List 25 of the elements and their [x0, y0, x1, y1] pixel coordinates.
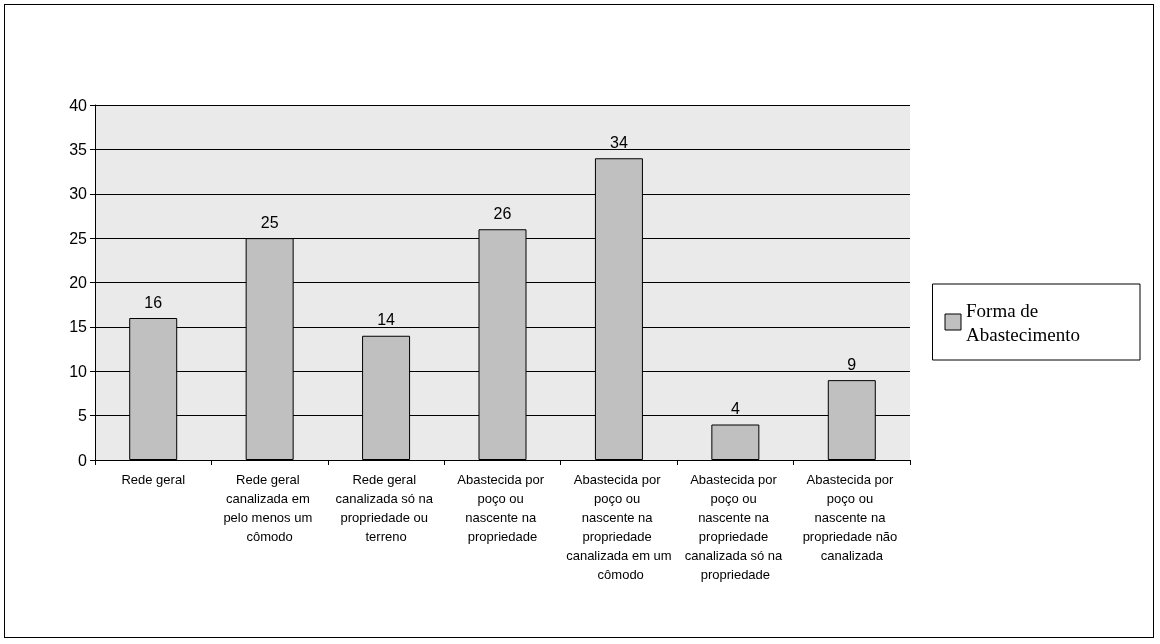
y-tick-label: 0 — [78, 451, 88, 469]
y-tick-label: 5 — [78, 407, 88, 425]
x-tick-label: Rede geral — [121, 472, 186, 487]
x-tick-label: Abastecida por poço ou nascente na propriedade não canalizada — [802, 472, 901, 563]
y-tick-label: 35 — [69, 140, 88, 158]
x-tick-label: Rede geral canalizada em pelo menos um cômodo — [223, 472, 316, 544]
bar — [711, 424, 760, 460]
data-label: 26 — [493, 204, 512, 222]
y-tick-label: 30 — [69, 185, 88, 203]
data-label: 34 — [610, 133, 628, 151]
y-tick-label: 25 — [69, 229, 88, 247]
data-label: 4 — [730, 400, 740, 417]
x-tick-label: Rede geral canalizada só na propriedade ou terreno — [335, 472, 437, 544]
y-tick-label: 20 — [69, 274, 88, 291]
x-tick-label: Abastecida por poço ou nascente na propriedade canalizada só na propriedade — [684, 472, 786, 582]
x-tick-label: Abastecida por poço ou nascente na propriedade canalizada em um cômodo — [566, 472, 672, 582]
y-tick-label: 10 — [69, 362, 88, 380]
y-tick-label: 15 — [69, 318, 88, 336]
legend-label: Forma de Abastecimento — [966, 299, 1080, 345]
data-label: 16 — [144, 293, 163, 311]
data-label: 25 — [260, 213, 279, 231]
x-tick-label: Abastecida por poço ou nascente na propriedade — [457, 472, 548, 544]
y-tick-label: 40 — [69, 96, 88, 114]
data-label: 9 — [847, 355, 857, 373]
data-label: 14 — [377, 311, 396, 329]
